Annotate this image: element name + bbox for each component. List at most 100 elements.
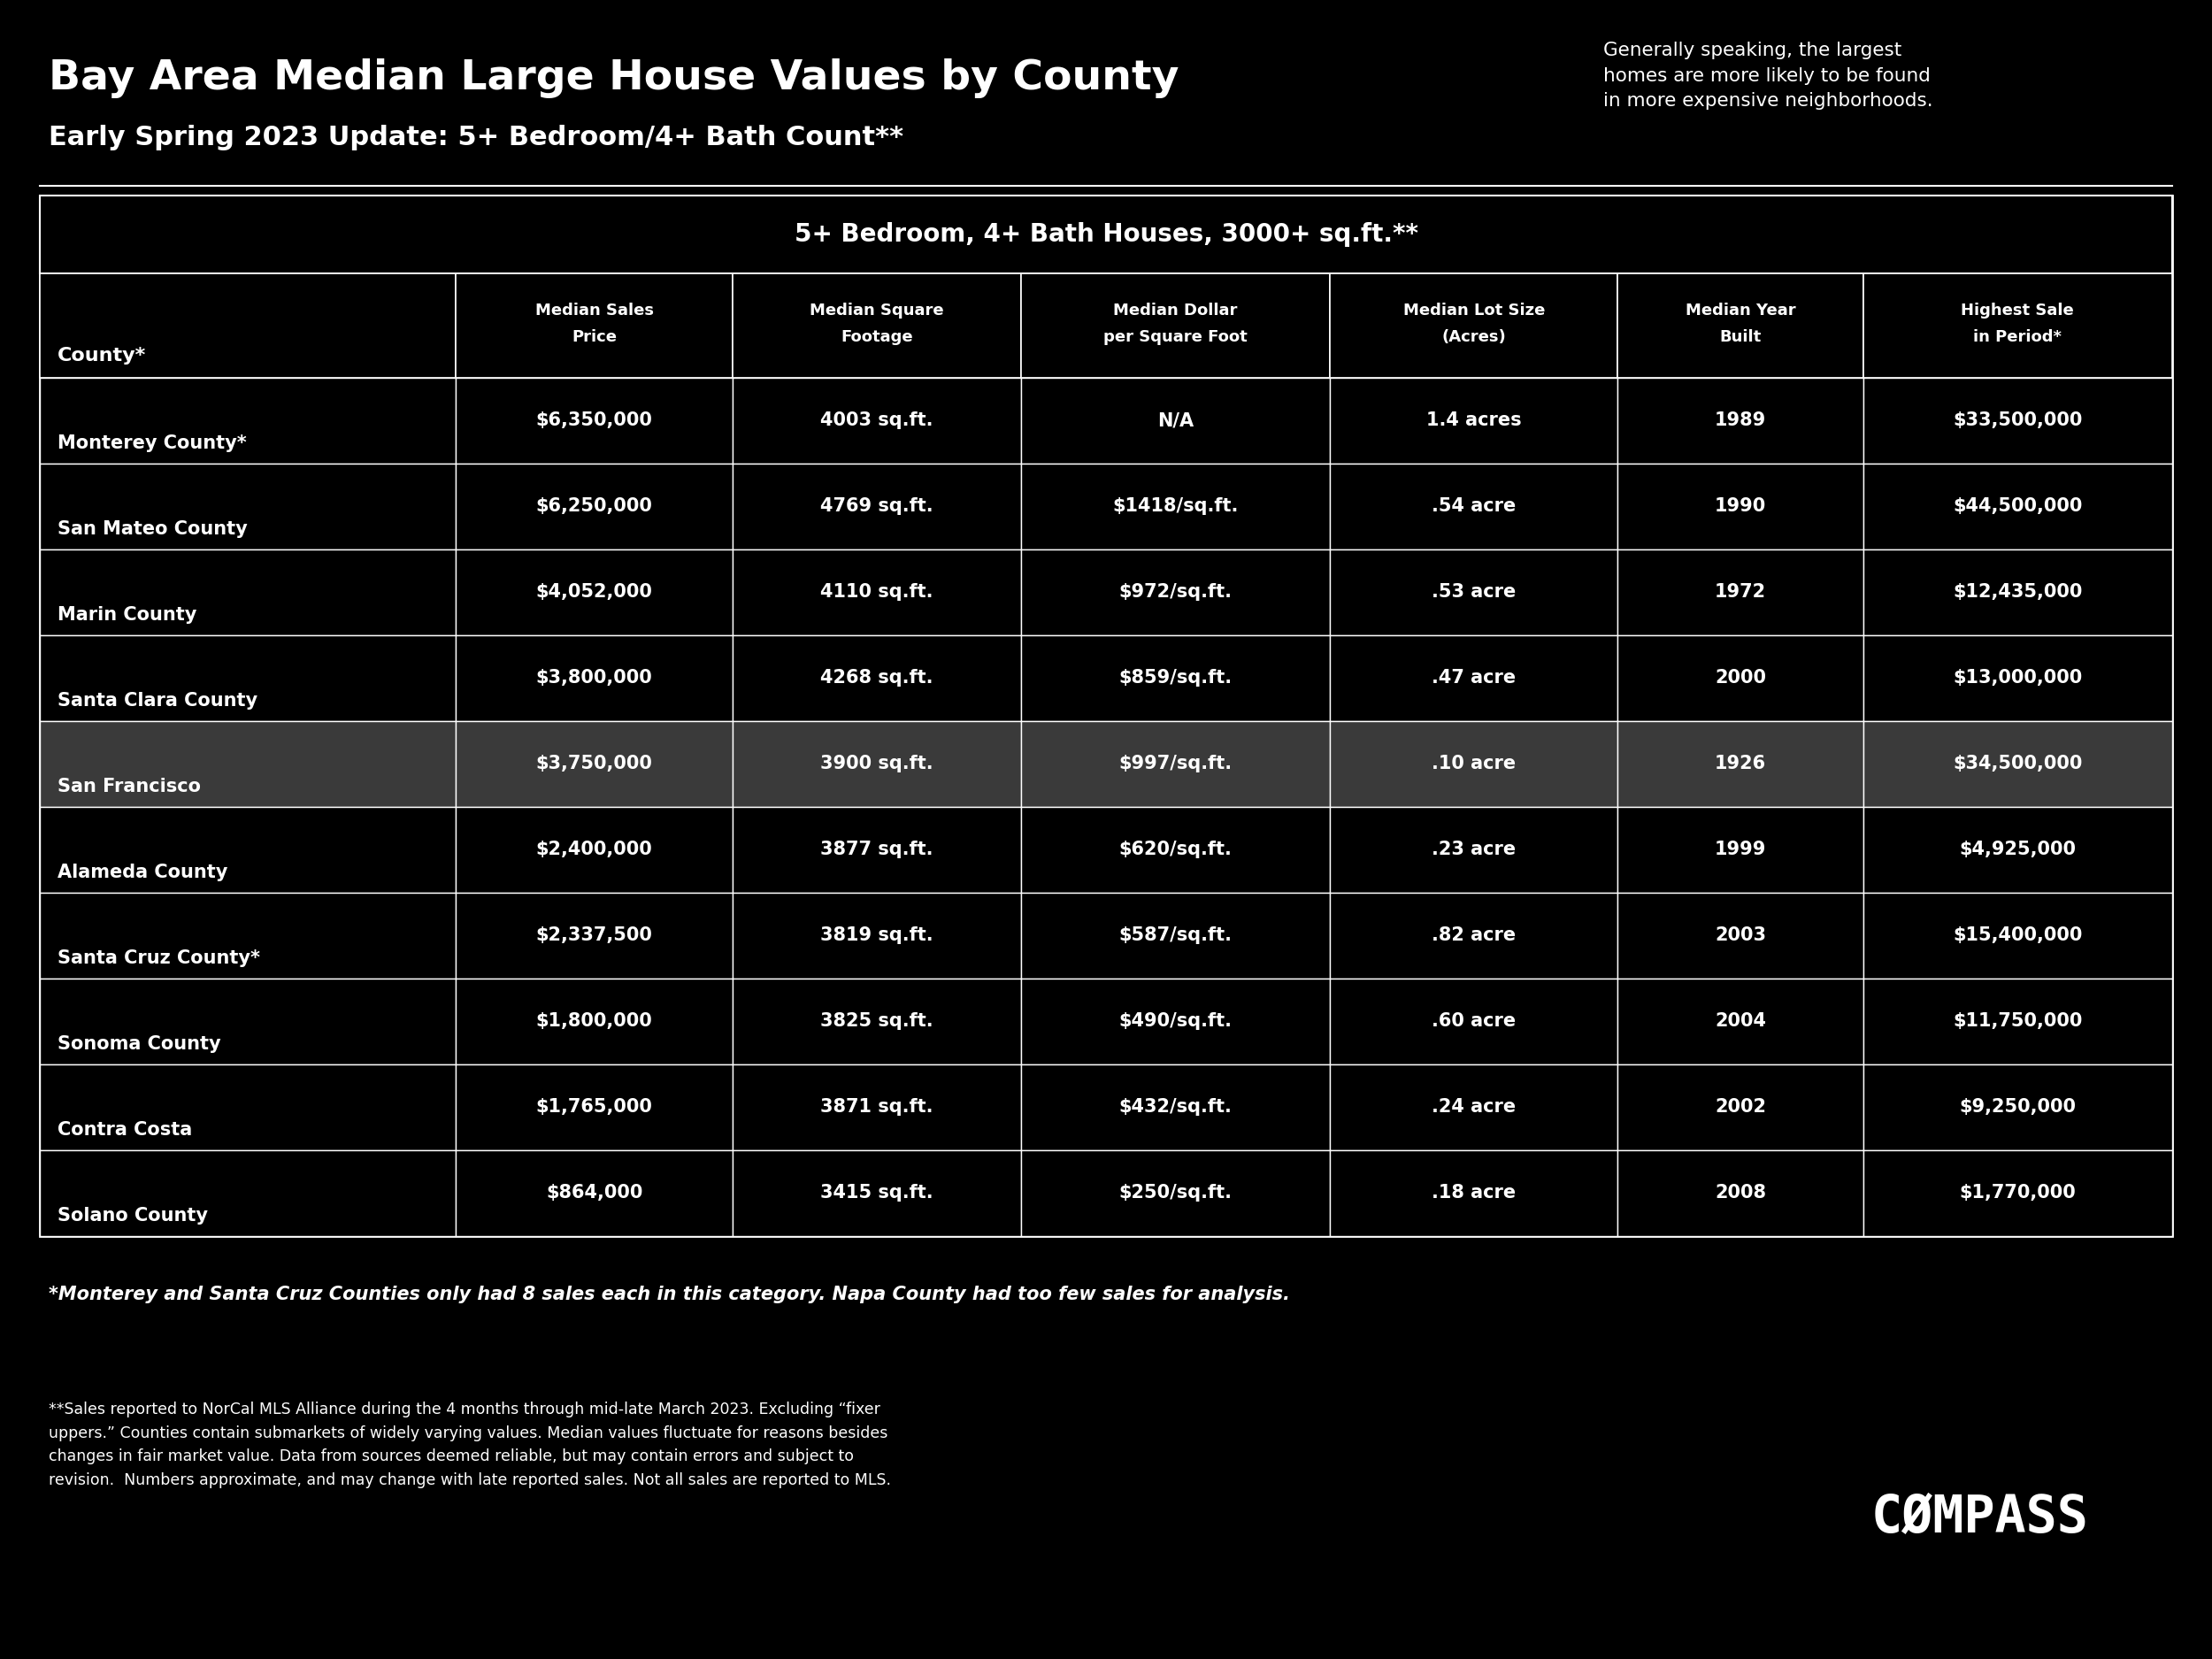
Bar bbox=[1863, 378, 2172, 463]
Text: in Period*: in Period* bbox=[1973, 328, 2062, 345]
Text: 1.4 acres: 1.4 acres bbox=[1427, 411, 1522, 430]
Text: 1999: 1999 bbox=[1714, 841, 1765, 859]
Text: per Square Foot: per Square Foot bbox=[1104, 328, 1248, 345]
Bar bbox=[40, 196, 2172, 274]
Text: $15,400,000: $15,400,000 bbox=[1953, 927, 2081, 944]
Text: $2,400,000: $2,400,000 bbox=[535, 841, 653, 859]
Bar bbox=[1020, 635, 1329, 722]
Bar bbox=[1329, 1150, 1617, 1236]
Text: $12,435,000: $12,435,000 bbox=[1953, 584, 2081, 601]
Text: $4,925,000: $4,925,000 bbox=[1960, 841, 2077, 859]
Bar bbox=[1020, 378, 1329, 463]
Bar bbox=[732, 806, 1020, 893]
Text: .24 acre: .24 acre bbox=[1431, 1098, 1515, 1117]
Text: $6,350,000: $6,350,000 bbox=[535, 411, 653, 430]
Bar bbox=[1863, 806, 2172, 893]
Text: 4268 sq.ft.: 4268 sq.ft. bbox=[821, 669, 933, 687]
Bar bbox=[1863, 893, 2172, 979]
Bar bbox=[456, 893, 732, 979]
Text: (Acres): (Acres) bbox=[1442, 328, 1506, 345]
Bar bbox=[1020, 1065, 1329, 1150]
Text: **Sales reported to NorCal MLS Alliance during the 4 months through mid-late Mar: **Sales reported to NorCal MLS Alliance … bbox=[49, 1402, 891, 1488]
Text: 4003 sq.ft.: 4003 sq.ft. bbox=[821, 411, 933, 430]
Bar bbox=[1617, 979, 1863, 1065]
Bar bbox=[40, 893, 456, 979]
Text: 3819 sq.ft.: 3819 sq.ft. bbox=[821, 927, 933, 944]
Bar bbox=[1863, 549, 2172, 635]
Text: $1,770,000: $1,770,000 bbox=[1960, 1185, 2075, 1201]
Text: $1,800,000: $1,800,000 bbox=[535, 1012, 653, 1030]
Bar bbox=[456, 549, 732, 635]
Text: $4,052,000: $4,052,000 bbox=[535, 584, 653, 601]
Text: Early Spring 2023 Update: 5+ Bedroom/4+ Bath Count**: Early Spring 2023 Update: 5+ Bedroom/4+ … bbox=[49, 124, 902, 149]
Bar bbox=[1863, 1150, 2172, 1236]
Text: Solano County: Solano County bbox=[58, 1206, 208, 1224]
Bar bbox=[1863, 979, 2172, 1065]
Text: Highest Sale: Highest Sale bbox=[1962, 302, 2075, 319]
Bar bbox=[40, 635, 456, 722]
Bar bbox=[1329, 722, 1617, 806]
Text: $620/sq.ft.: $620/sq.ft. bbox=[1119, 841, 1232, 859]
Text: $490/sq.ft.: $490/sq.ft. bbox=[1119, 1012, 1232, 1030]
Text: Median Sales: Median Sales bbox=[535, 302, 653, 319]
Bar bbox=[1329, 463, 1617, 549]
Text: .60 acre: .60 acre bbox=[1431, 1012, 1515, 1030]
Bar bbox=[40, 378, 456, 463]
Bar bbox=[1329, 378, 1617, 463]
Text: 3825 sq.ft.: 3825 sq.ft. bbox=[821, 1012, 933, 1030]
Text: $859/sq.ft.: $859/sq.ft. bbox=[1119, 669, 1232, 687]
Text: 3871 sq.ft.: 3871 sq.ft. bbox=[821, 1098, 933, 1117]
Bar bbox=[456, 1150, 732, 1236]
Bar bbox=[1020, 1150, 1329, 1236]
Bar bbox=[40, 806, 456, 893]
Bar bbox=[40, 722, 456, 806]
Text: .53 acre: .53 acre bbox=[1431, 584, 1515, 601]
Text: .82 acre: .82 acre bbox=[1431, 927, 1515, 944]
Text: *Monterey and Santa Cruz Counties only had 8 sales each in this category. Napa C: *Monterey and Santa Cruz Counties only h… bbox=[49, 1286, 1290, 1304]
Text: Median Lot Size: Median Lot Size bbox=[1402, 302, 1544, 319]
Bar bbox=[1617, 378, 1863, 463]
Text: Bay Area Median Large House Values by County: Bay Area Median Large House Values by Co… bbox=[49, 58, 1179, 98]
Bar bbox=[1329, 1065, 1617, 1150]
Text: $250/sq.ft.: $250/sq.ft. bbox=[1119, 1185, 1232, 1201]
Text: 2008: 2008 bbox=[1714, 1185, 1765, 1201]
Text: Contra Costa: Contra Costa bbox=[58, 1121, 192, 1138]
Text: 1972: 1972 bbox=[1714, 584, 1765, 601]
Bar bbox=[456, 806, 732, 893]
Text: $3,750,000: $3,750,000 bbox=[535, 755, 653, 773]
Bar bbox=[40, 549, 456, 635]
Text: Median Year: Median Year bbox=[1686, 302, 1796, 319]
Bar bbox=[40, 1150, 456, 1236]
Bar bbox=[1329, 806, 1617, 893]
Bar bbox=[1617, 806, 1863, 893]
Text: 4110 sq.ft.: 4110 sq.ft. bbox=[821, 584, 933, 601]
Text: San Francisco: San Francisco bbox=[58, 778, 201, 795]
Bar bbox=[732, 274, 1020, 378]
Text: CØMPASS: CØMPASS bbox=[1871, 1493, 2088, 1543]
Text: 5+ Bedroom, 4+ Bath Houses, 3000+ sq.ft.**: 5+ Bedroom, 4+ Bath Houses, 3000+ sq.ft.… bbox=[794, 222, 1418, 247]
Text: County*: County* bbox=[58, 347, 146, 365]
Bar bbox=[732, 463, 1020, 549]
Text: 2002: 2002 bbox=[1714, 1098, 1765, 1117]
Bar bbox=[1617, 1065, 1863, 1150]
Text: $972/sq.ft.: $972/sq.ft. bbox=[1119, 584, 1232, 601]
Bar bbox=[1329, 549, 1617, 635]
Bar bbox=[732, 722, 1020, 806]
Bar bbox=[732, 893, 1020, 979]
Text: $34,500,000: $34,500,000 bbox=[1953, 755, 2081, 773]
Bar bbox=[1020, 549, 1329, 635]
Text: $864,000: $864,000 bbox=[546, 1185, 644, 1201]
Text: Median Square: Median Square bbox=[810, 302, 945, 319]
Text: $587/sq.ft.: $587/sq.ft. bbox=[1119, 927, 1232, 944]
Bar bbox=[1020, 274, 1329, 378]
Bar bbox=[1617, 463, 1863, 549]
Bar bbox=[40, 1065, 456, 1150]
Text: Alameda County: Alameda County bbox=[58, 863, 228, 881]
Bar bbox=[1329, 635, 1617, 722]
Bar bbox=[732, 979, 1020, 1065]
Bar bbox=[732, 1150, 1020, 1236]
Bar bbox=[1329, 979, 1617, 1065]
Text: 2004: 2004 bbox=[1714, 1012, 1765, 1030]
Text: Built: Built bbox=[1719, 328, 1761, 345]
Text: Footage: Footage bbox=[841, 328, 914, 345]
